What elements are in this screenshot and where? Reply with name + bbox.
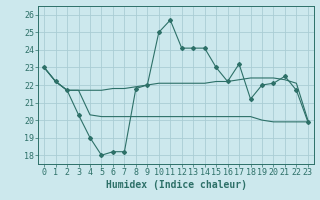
X-axis label: Humidex (Indice chaleur): Humidex (Indice chaleur) [106, 180, 246, 190]
